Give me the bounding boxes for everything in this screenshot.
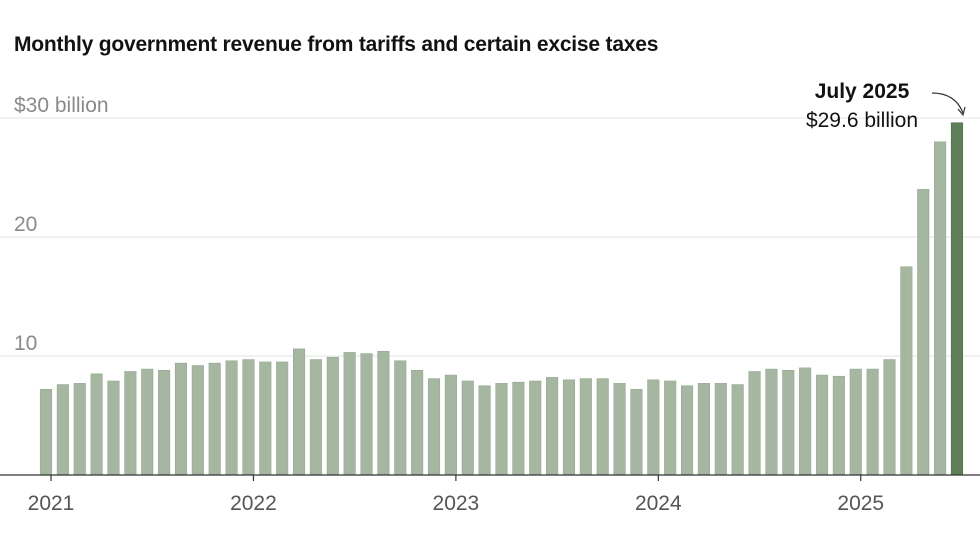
bar-sep-2022: Sep 2022: 10.4 [377, 350, 390, 476]
annotation-arrow [931, 92, 964, 114]
bar-nov-2023: Nov 2023: 7.7 [613, 383, 626, 476]
bar-apr-2024: Apr 2024: 7.7 [697, 383, 710, 476]
y-axis-ticks: $30 billion 20 10 [14, 94, 109, 355]
bar-jul-2021: Jul 2021: 8.9 [141, 368, 154, 476]
bar-nov-2024: Nov 2024: 8.4 [815, 374, 829, 476]
bar-feb-2023: Feb 2023: 7.9 [461, 380, 474, 476]
x-tick-label: 2023 [433, 492, 480, 515]
x-tick-label: 2025 [837, 492, 884, 515]
x-axis-ticks: 2021 2022 2023 2024 2025 [28, 475, 884, 515]
bar-jan-2023: Jan 2023: 8.4 [444, 374, 457, 476]
y-tick-label: 20 [14, 213, 37, 236]
bar-dec-2024: Dec 2024: 8.3 [832, 375, 845, 476]
bar-jun-2022: Jun 2022: 9.9 [326, 356, 339, 476]
bar-jul-2024: Jul 2024: 8.7 [748, 371, 761, 476]
bar-jun-2021: Jun 2021: 8.7 [124, 371, 137, 476]
y-tick-label: 10 [14, 332, 37, 355]
bar-jul-2022: Jul 2022: 10.3 [343, 352, 356, 476]
bar-jun-2024: Jun 2024: 7.6 [731, 384, 744, 476]
bar-feb-2021: Feb 2021: 7.6 [56, 384, 69, 476]
bar-aug-2022: Aug 2022: 10.2 [360, 353, 373, 476]
bar-mar-2021: Mar 2021: 7.7 [73, 383, 86, 476]
bars: Jan 2021: 7.2Feb 2021: 7.6 Mar 2021: 7.7 A… [39, 122, 964, 476]
bar-oct-2022: Oct 2022: 9.6 [394, 360, 407, 476]
bar-may-2025: May 2025: 24 [917, 189, 930, 476]
annotation: July 2025 $29.6 billion [806, 80, 966, 132]
annotation-title: July 2025 [815, 80, 910, 103]
bar-feb-2025: Feb 2025: 8.9 [866, 368, 879, 476]
bar-dec-2021: Dec 2021: 9.6 [225, 360, 238, 476]
y-tick-label: $30 billion [14, 94, 109, 117]
bar-feb-2022: Feb 2022: 9.5 [259, 361, 272, 476]
bar-feb-2024: Feb 2024: 7.9 [664, 380, 677, 476]
bar-jan-2022: Jan 2022: 9.7 [242, 359, 255, 476]
bar-aug-2024: Aug 2024: 8.9 [765, 368, 778, 476]
bar-dec-2023: Dec 2023: 7.2 [630, 389, 643, 476]
annotation-arrowhead [957, 106, 966, 117]
bar-nov-2022: Nov 2022: 8.8 [411, 369, 424, 476]
bar-sep-2023: Sep 2023: 8.1 [579, 378, 592, 476]
x-tick-label: 2021 [28, 492, 75, 515]
bar-apr-2023: Apr 2023: 7.7 [495, 383, 508, 476]
bar-sep-2024: Sep 2024: 8.8 [782, 369, 795, 476]
bar-may-2022: May 2022: 9.7 [309, 359, 322, 476]
bar-oct-2021: Oct 2021: 9.2 [191, 365, 204, 476]
bar-jan-2025: Jan 2025: 8.9 [849, 368, 862, 476]
bar-mar-2023: Mar 2023: 7.5 [478, 385, 491, 476]
gridlines [0, 117, 980, 357]
bar-may-2023: May 2023: 7.8 [512, 381, 525, 476]
bar-jul-2023: Jul 2023: 8.2 [546, 377, 559, 476]
bar-jun-2025: Jun 2025: 28 [934, 141, 947, 476]
x-tick-label: 2024 [635, 492, 682, 515]
bar-jun-2023: Jun 2023: 7.9 [529, 380, 542, 476]
bar-oct-2023: Oct 2023: 8.1 [596, 378, 609, 476]
bar-mar-2022: Mar 2022: 9.5 [276, 361, 289, 476]
bar-apr-2025: Apr 2025: 17.5 [900, 266, 913, 476]
bar-dec-2022: Dec 2022: 8.1 [427, 378, 441, 476]
bar-nov-2021: Nov 2021: 9.4 [208, 362, 221, 476]
bar-apr-2022: Apr 2022: 10.6 [292, 348, 306, 476]
bar-jul-2025: Jul 2025: 29.6 [950, 122, 964, 476]
bar-aug-2023: Aug 2023: 8 [562, 379, 576, 476]
bar-aug-2021: Aug 2021: 8.8 [158, 369, 171, 476]
annotation-value: $29.6 billion [806, 109, 918, 132]
bar-mar-2024: Mar 2024: 7.5 [681, 385, 694, 476]
x-tick-label: 2022 [230, 492, 277, 515]
bar-may-2021: May 2021: 7.9 [107, 380, 120, 476]
bar-mar-2025: Mar 2025: 9.7 [883, 359, 896, 476]
bar-oct-2024: Oct 2024: 9 [799, 367, 812, 476]
bar-may-2024: May 2024: 7.7 [714, 383, 727, 476]
bar-sep-2021: Sep 2021: 9.4 [174, 362, 188, 476]
chart-title: Monthly government revenue from tariffs … [14, 33, 659, 56]
bar-jan-2024: Jan 2024: 8 [647, 379, 660, 476]
bar-apr-2021: Apr 2021: 8.5 [90, 373, 103, 476]
bar-jan-2021: Jan 2021: 7.2 [39, 389, 53, 476]
